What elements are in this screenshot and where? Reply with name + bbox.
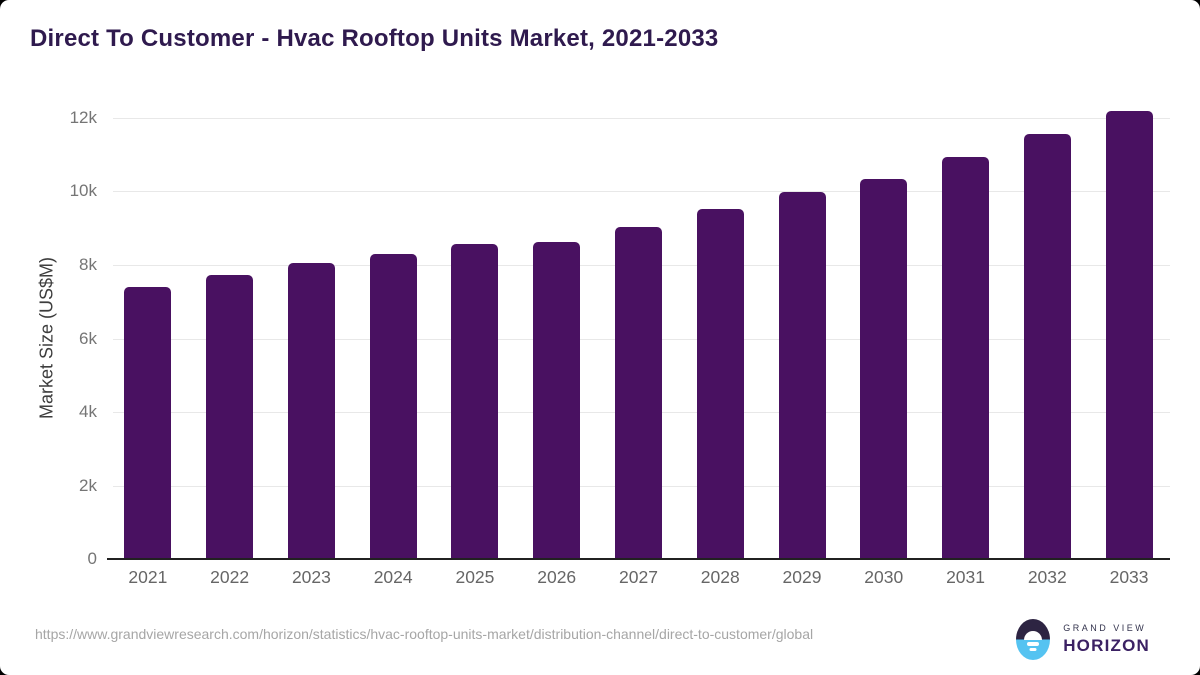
y-tick-label-6k: 6k xyxy=(79,328,97,348)
y-tick-label-4k: 4k xyxy=(79,401,97,421)
bar-cell-2033 xyxy=(1088,111,1170,559)
bar-2025 xyxy=(451,244,499,559)
bar-2032 xyxy=(1023,134,1071,559)
x-tick-label-2033: 2033 xyxy=(1109,567,1149,587)
bar-cell-2029 xyxy=(761,118,843,559)
source-url-text: https://www.grandviewresearch.com/horizo… xyxy=(35,626,814,642)
bar-cell-2027 xyxy=(598,118,680,559)
y-tick-label-2k: 2k xyxy=(79,475,97,495)
bars-row xyxy=(107,111,1170,559)
x-tick-label-2027: 2027 xyxy=(619,567,658,587)
bar-cell-2023 xyxy=(271,118,353,559)
bar-2029 xyxy=(778,191,826,559)
bar-2023 xyxy=(287,263,335,559)
bar-cell-2030 xyxy=(843,118,925,559)
bar-2021 xyxy=(124,287,172,559)
y-tick-label-0: 0 xyxy=(87,549,97,568)
x-tick-label-2022: 2022 xyxy=(210,567,250,587)
y-tick-label-10k: 10k xyxy=(69,181,97,201)
bar-cell-2032 xyxy=(1006,118,1088,559)
x-tick-label-2030: 2030 xyxy=(864,567,904,587)
x-axis-line xyxy=(107,558,1170,560)
chart-title: Direct To Customer - Hvac Rooftop Units … xyxy=(30,25,719,52)
sun-reflection-bar xyxy=(1029,648,1037,651)
x-tick-label-2031: 2031 xyxy=(946,567,985,587)
gridline-10k xyxy=(113,191,1170,193)
plot-area xyxy=(107,111,1170,560)
bar-2030 xyxy=(860,179,908,559)
bar-cell-2031 xyxy=(925,118,1007,559)
bar-cell-2028 xyxy=(679,118,761,559)
grand-view-horizon-logo: GRAND VIEW HORIZON xyxy=(1016,619,1150,660)
x-tick-label-2029: 2029 xyxy=(782,567,822,587)
y-tick-label-12k: 12k xyxy=(69,108,97,127)
x-tick-label-2026: 2026 xyxy=(537,567,577,587)
bar-2022 xyxy=(206,274,254,559)
x-tick-label-2028: 2028 xyxy=(700,567,740,587)
y-tick-label-8k: 8k xyxy=(79,254,97,274)
bar-2026 xyxy=(533,242,581,559)
sun-reflection-bar xyxy=(1027,642,1040,646)
x-axis-tick-labels: 2021 2022 2023 2024 2025 2026 2027 2028 2029 2030… xyxy=(107,567,1170,588)
x-tick-label-2023: 2023 xyxy=(291,567,331,587)
logo-text: GRAND VIEW HORIZON xyxy=(1063,623,1150,656)
bar-2027 xyxy=(614,227,662,559)
bar-cell-2021 xyxy=(107,118,189,559)
x-tick-label-2025: 2025 xyxy=(455,567,495,587)
x-tick-label-2032: 2032 xyxy=(1027,567,1067,587)
x-tick-label-2021: 2021 xyxy=(128,567,168,587)
gridline-12k xyxy=(113,118,1170,119)
logo-top-text: GRAND VIEW xyxy=(1063,623,1147,633)
bar-cell-2026 xyxy=(516,118,598,559)
y-axis-tick-labels: 0 2k 4k 6k 8k 10k 12k xyxy=(40,108,97,568)
bar-2028 xyxy=(696,209,744,559)
sun-shape xyxy=(1024,630,1043,640)
bar-2031 xyxy=(942,156,990,559)
logo-bottom-text: HORIZON xyxy=(1063,636,1150,655)
bar-cell-2025 xyxy=(434,118,516,559)
bar-cell-2024 xyxy=(352,118,434,559)
bar-2033 xyxy=(1105,111,1153,559)
bar-2024 xyxy=(369,253,417,559)
x-tick-label-2024: 2024 xyxy=(373,567,413,587)
horizon-sun-icon xyxy=(1016,619,1051,660)
bar-cell-2022 xyxy=(189,118,271,559)
